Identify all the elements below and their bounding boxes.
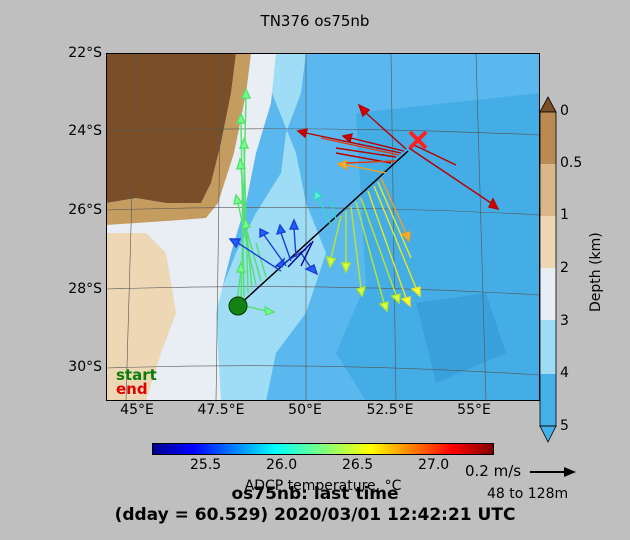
madagascar-land (106, 53, 236, 203)
lat-label-22s: 22°S (68, 45, 102, 61)
temp-tick-25-5: 25.5 (190, 457, 222, 473)
lat-label-28s: 28°S (68, 281, 102, 297)
legend-end: end (116, 380, 148, 398)
lat-label-30s: 30°S (68, 359, 102, 375)
lon-label-45e: 45°E (120, 402, 154, 418)
speed-scale-label: 0.2 m/s (465, 462, 522, 480)
depth-tick-0-5: 0.5 (560, 155, 583, 171)
footer-line-2: (dday = 60.529) 2020/03/01 12:42:21 UTC (114, 505, 516, 525)
depth-range-label: 48 to 128m (487, 486, 569, 502)
lat-label-26s: 26°S (68, 202, 102, 218)
lat-label-24s: 24°S (68, 123, 102, 139)
depth-tick-1: 1 (560, 207, 569, 223)
temp-tick-26-0: 26.0 (266, 457, 298, 473)
map-frame (106, 53, 540, 401)
lon-label-47-5e: 47.5°E (197, 402, 245, 418)
start-marker (228, 296, 248, 316)
scale-arrow-icon (530, 467, 576, 477)
lon-label-50e: 50°E (288, 402, 322, 418)
lon-label-52-5e: 52.5°E (366, 402, 414, 418)
footer-line-1: os75nb: last time (231, 484, 399, 504)
ship-track (237, 150, 409, 307)
depth-tick-4: 4 (560, 365, 569, 381)
depth-tick-3: 3 (560, 313, 569, 329)
temperature-colorbar (152, 443, 494, 455)
depth-axis-label: Depth (km) (588, 232, 604, 312)
depth-tick-5: 5 (560, 418, 569, 434)
legend-start: start (116, 366, 157, 384)
shallow-sea (216, 53, 326, 401)
depth-tick-0: 0 (560, 103, 569, 119)
plot-title: TN376 os75nb (260, 12, 370, 30)
end-marker (408, 130, 428, 150)
depth-tick-2: 2 (560, 260, 569, 276)
temp-colorbar-label: ADCP temperature, °C (244, 478, 402, 494)
shelf-patch (106, 233, 176, 401)
temp-tick-27-0: 27.0 (418, 457, 450, 473)
depth-colorbar (539, 96, 557, 443)
lon-label-55e: 55°E (457, 402, 491, 418)
coastal-land (106, 53, 251, 225)
temp-tick-26-5: 26.5 (342, 457, 374, 473)
velocity-vectors (228, 87, 500, 316)
map-canvas (106, 53, 540, 401)
